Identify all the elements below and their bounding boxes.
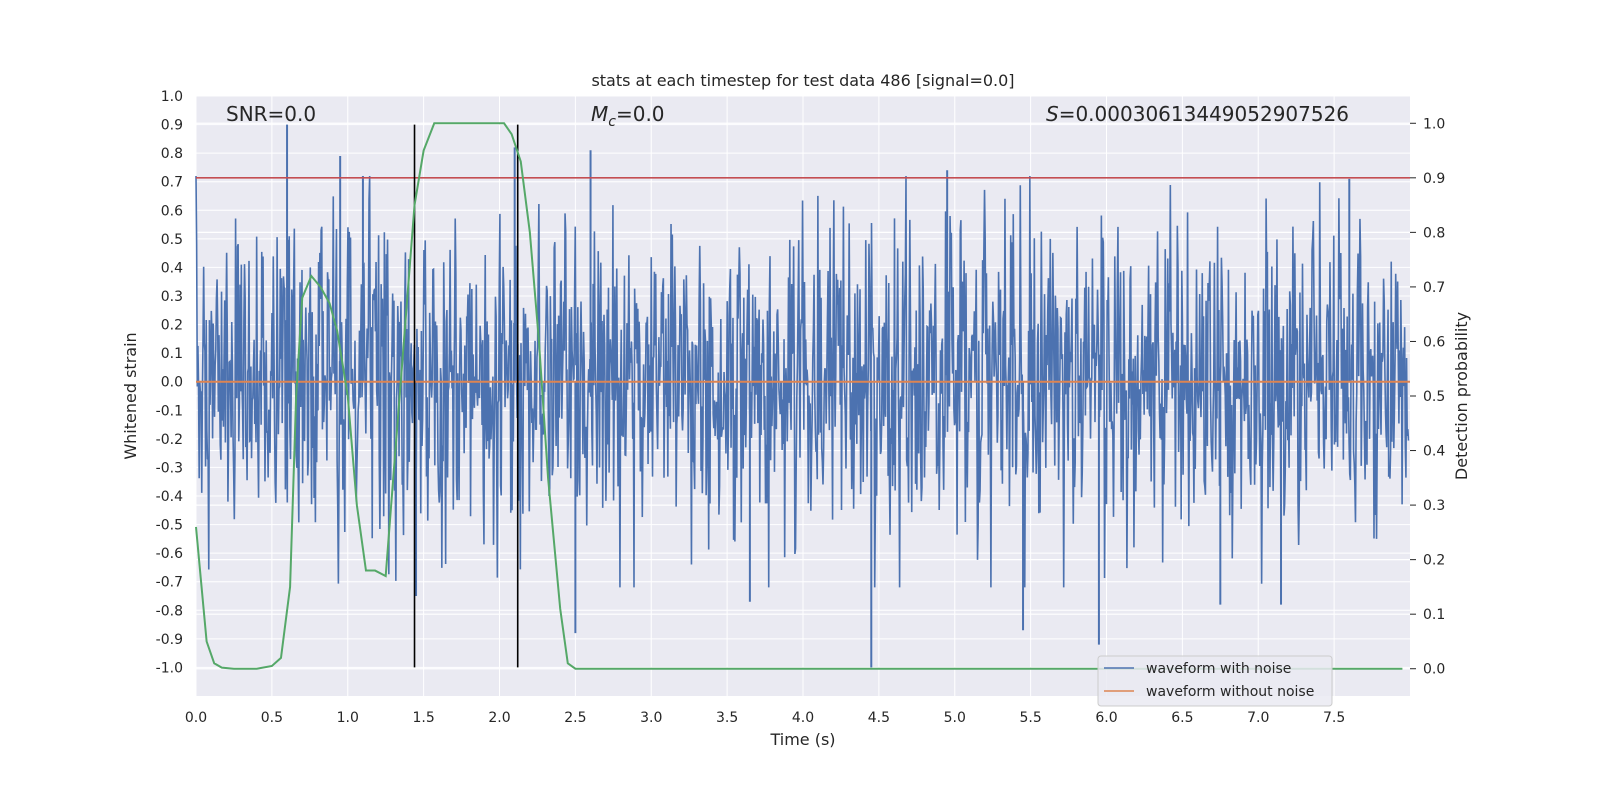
x-tick-label: 5.5 — [1019, 710, 1041, 726]
x-tick-label: 7.5 — [1323, 710, 1345, 726]
mc-subscript: c — [608, 114, 616, 130]
y-tick-label: 0.4 — [161, 260, 183, 276]
y-tick-label: -0.3 — [156, 460, 183, 476]
y-tick-label: -0.8 — [156, 603, 183, 619]
y-tick-label: -0.5 — [156, 518, 183, 534]
x-tick-label: 2.5 — [564, 710, 586, 726]
x-tick-label: 7.0 — [1247, 710, 1269, 726]
y2-tick-label: 0.0 — [1423, 662, 1445, 678]
y-tick-label: -0.7 — [156, 575, 183, 591]
y-tick-label: -0.1 — [156, 403, 183, 419]
y-tick-label: 1.0 — [161, 89, 183, 105]
x-tick-label: 3.0 — [640, 710, 662, 726]
y2-tick-label: 0.2 — [1423, 553, 1445, 569]
y-tick-label: -0.9 — [156, 632, 183, 648]
legend-label-clean: waveform without noise — [1146, 684, 1314, 700]
detection-probability-line — [195, 122, 1403, 670]
s-annotation: S=0.00030613449052907526 — [1046, 102, 1349, 126]
y-axis-ticks: -1.0 -0.9 -0.8 -0.7 -0.6 -0.5 -0.4 -0.3 -0.2 -0.1… — [156, 89, 183, 676]
y2-tick-label: 0.8 — [1423, 225, 1445, 241]
y-tick-label: 0.9 — [161, 118, 183, 134]
legend-label-noise: waveform with noise — [1146, 661, 1291, 677]
y2-tick-label: 0.3 — [1423, 498, 1445, 514]
x-tick-label: 1.0 — [337, 710, 359, 726]
legend: waveform with noise waveform without noi… — [1097, 655, 1333, 707]
x-tick-label: 0.5 — [261, 710, 283, 726]
waveform-with-noise-series — [195, 124, 1410, 668]
mc-value: =0.0 — [616, 102, 665, 126]
y-tick-label: 0.6 — [161, 203, 183, 219]
x-axis-label: Time (s) — [769, 730, 835, 749]
waveform-with-noise-line — [195, 175, 1410, 588]
legend-box — [1097, 655, 1333, 707]
y-tick-label: 0.5 — [161, 232, 183, 248]
x-tick-label: 4.5 — [868, 710, 890, 726]
y2-tick-label: 0.6 — [1423, 334, 1445, 350]
y-tick-label: 0.1 — [161, 346, 183, 362]
y-tick-label: 0.2 — [161, 318, 183, 334]
chirp-mass-annotation: Mc=0.0 — [591, 102, 665, 130]
y2-tick-label: 0.4 — [1423, 444, 1445, 460]
y2-tick-label: 0.1 — [1423, 607, 1445, 623]
y2-axis-ticks: 0.0 0.1 0.2 0.3 0.4 0.5 0.6 0.7 0.8 0.9 1.0 — [1410, 116, 1445, 678]
snr-annotation: SNR=0.0 — [226, 102, 316, 126]
y2-tick-label: 0.9 — [1423, 171, 1445, 187]
x-axis-ticks: 0.0 0.5 1.0 1.5 2.0 2.5 3.0 3.5 4.0 4.5 5.0 5.5 6.0 6… — [185, 710, 1345, 726]
y-axis-label: Whitened strain — [121, 332, 140, 459]
y-tick-label: 0.3 — [161, 289, 183, 305]
mc-symbol: M — [591, 102, 608, 126]
x-tick-label: 2.0 — [488, 710, 510, 726]
x-tick-label: 6.5 — [1171, 710, 1193, 726]
y-tick-label: 0.7 — [161, 175, 183, 191]
chart-title: stats at each timestep for test data 486… — [591, 71, 1014, 90]
x-tick-label: 0.0 — [185, 710, 207, 726]
overlay-lines — [195, 122, 1410, 670]
x-tick-label: 1.5 — [412, 710, 434, 726]
y-tick-label: 0.0 — [161, 375, 183, 391]
x-tick-label: 3.5 — [716, 710, 738, 726]
y2-tick-label: 1.0 — [1423, 116, 1445, 132]
y2-tick-label: 0.5 — [1423, 389, 1445, 405]
x-tick-label: 4.0 — [792, 710, 814, 726]
y-tick-label: -1.0 — [156, 660, 183, 676]
x-tick-label: 5.0 — [944, 710, 966, 726]
y-tick-label: 0.8 — [161, 146, 183, 162]
y-tick-label: -0.6 — [156, 546, 183, 562]
y-tick-label: -0.4 — [156, 489, 183, 505]
y-tick-label: -0.2 — [156, 432, 183, 448]
y2-axis-label: Detection probability — [1452, 312, 1471, 480]
x-tick-label: 6.0 — [1095, 710, 1117, 726]
s-symbol: S — [1046, 102, 1059, 126]
s-value: =0.00030613449052907526 — [1059, 102, 1349, 126]
y2-tick-label: 0.7 — [1423, 280, 1445, 296]
